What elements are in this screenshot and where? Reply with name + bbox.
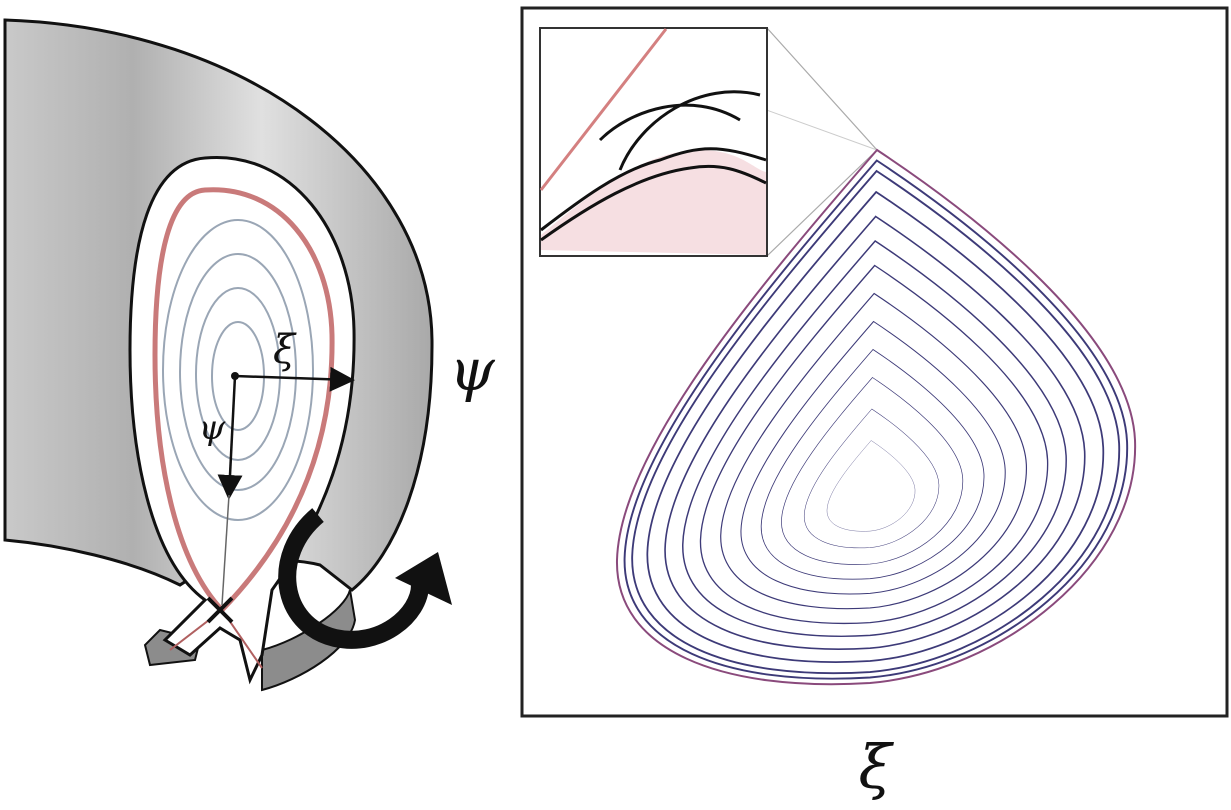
left-panel: ψ ξ ψ xyxy=(5,20,495,690)
figure: ψ ξ ψ ξ xyxy=(0,0,1231,806)
psi-inner-label: ψ xyxy=(199,408,226,448)
plasma-vessel xyxy=(130,157,354,680)
xi-axis-label: ξ xyxy=(858,733,894,803)
page: ψ ξ ψ ξ (() => { const data = JS xyxy=(0,0,1231,806)
psi-label: ψ xyxy=(449,336,495,404)
xi-label: ξ xyxy=(273,327,297,373)
right-panel: ξ xyxy=(522,8,1227,803)
